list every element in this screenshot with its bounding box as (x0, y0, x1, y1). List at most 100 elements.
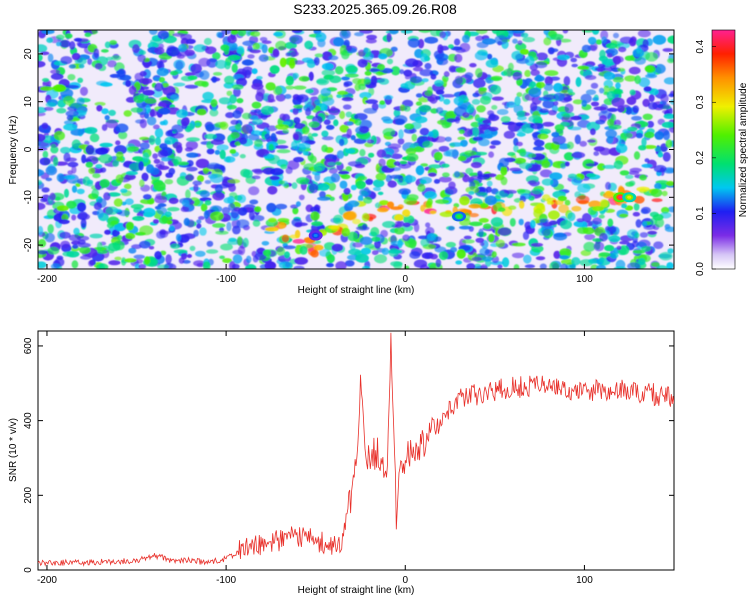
heatmap-cell (482, 256, 493, 262)
heatmap-cell (585, 89, 597, 95)
colorbar-tick-label: 0.2 (695, 150, 706, 164)
spectrogram-x-tick-label: -100 (216, 274, 236, 285)
heatmap-cell (570, 57, 577, 63)
heatmap-cell (454, 171, 460, 178)
heatmap-cell (341, 96, 354, 102)
heatmap-cell (233, 206, 241, 212)
heatmap-cell (184, 49, 195, 56)
heatmap-cell (207, 162, 221, 169)
heatmap-cell (536, 52, 548, 61)
heatmap-cell (641, 206, 651, 214)
heatmap-cell (553, 92, 565, 102)
heatmap-cell (38, 250, 48, 255)
heatmap-cell (530, 69, 540, 76)
heatmap-cell (182, 233, 196, 240)
heatmap-cell (80, 86, 88, 96)
heatmap-cell (305, 88, 314, 94)
heatmap-cell (386, 32, 392, 43)
heatmap-cell (199, 70, 210, 80)
heatmap-cell (71, 52, 81, 61)
heatmap-cell (605, 129, 617, 139)
heatmap-cell (488, 126, 499, 132)
heatmap-cell (548, 210, 560, 220)
heatmap-cell (38, 60, 46, 68)
heatmap-cell (91, 30, 98, 35)
heatmap-cell (222, 258, 233, 264)
heatmap-cell (214, 184, 223, 194)
heatmap-cell (149, 30, 158, 35)
heatmap-cell (285, 166, 293, 174)
heatmap-cell (523, 254, 532, 264)
heatmap-cell (298, 76, 310, 82)
heatmap-cell (592, 97, 599, 102)
heatmap-cell (92, 173, 101, 179)
heatmap-cell (579, 140, 587, 147)
heatmap-cell (663, 130, 670, 141)
heatmap-cell (132, 156, 144, 162)
heatmap-cell (232, 249, 243, 255)
heatmap-cell (525, 55, 535, 66)
heatmap-cell (330, 173, 341, 183)
heatmap-cell (345, 65, 358, 73)
heatmap-cell (284, 94, 292, 99)
heatmap-cell (294, 257, 308, 265)
heatmap-cell (666, 262, 674, 269)
heatmap-cell (475, 30, 488, 35)
heatmap-cell (662, 48, 674, 52)
heatmap-cell (355, 253, 369, 263)
heatmap-cell (50, 143, 57, 148)
heatmap-cell (139, 225, 154, 236)
heatmap-cell (139, 118, 147, 129)
heatmap-cell (141, 172, 149, 182)
heatmap-cell (641, 163, 653, 168)
heatmap-cell (560, 162, 566, 169)
heatmap-cell (186, 152, 199, 158)
heatmap-cell (292, 131, 303, 141)
heatmap-cell (530, 102, 538, 112)
heatmap-cell (468, 176, 475, 182)
heatmap-cell (67, 74, 76, 81)
heatmap-cell (269, 65, 280, 74)
heatmap-cell (473, 151, 488, 156)
heatmap-cell (293, 156, 305, 163)
heatmap-cell (76, 235, 90, 241)
heatmap-cell (497, 264, 503, 269)
heatmap-cell (527, 153, 537, 158)
heatmap-cell (354, 118, 362, 126)
heatmap-cell (85, 144, 95, 155)
heatmap-cell (159, 229, 166, 235)
heatmap-cell (387, 180, 397, 188)
heatmap-cell (465, 167, 474, 175)
heatmap-cell (508, 205, 517, 210)
heatmap-cell (553, 82, 563, 93)
heatmap-cell (157, 107, 171, 115)
heatmap-cell (275, 203, 288, 210)
heatmap-cell (463, 235, 472, 240)
heatmap-cell (53, 156, 59, 167)
heatmap-cell (639, 174, 647, 181)
heatmap-cell (425, 222, 431, 228)
heatmap-cell (321, 69, 335, 77)
colorbar: 0.0 0.1 0.2 0.3 0.4 Normalized spectral ampl… (695, 29, 749, 276)
heatmap-cell (377, 63, 385, 71)
heatmap-cell (593, 146, 606, 152)
heatmap-cell (438, 176, 452, 183)
heatmap-cell (114, 256, 122, 261)
heatmap-cell (348, 248, 362, 255)
heatmap-cell (444, 186, 458, 195)
heatmap-cell (561, 111, 575, 118)
heatmap-cell (193, 44, 207, 53)
heatmap-cell (457, 155, 467, 162)
heatmap-cell (402, 99, 414, 108)
heatmap-cell (341, 76, 350, 81)
heatmap-cell (519, 200, 525, 209)
heatmap-cell (116, 235, 123, 241)
heatmap-cell (78, 64, 85, 69)
heatmap-cell (390, 153, 403, 160)
heatmap-cell (125, 232, 136, 240)
heatmap-cell (242, 40, 257, 47)
heatmap-cell (359, 188, 372, 197)
heatmap-cell (128, 85, 137, 95)
heatmap-cell (298, 194, 305, 201)
